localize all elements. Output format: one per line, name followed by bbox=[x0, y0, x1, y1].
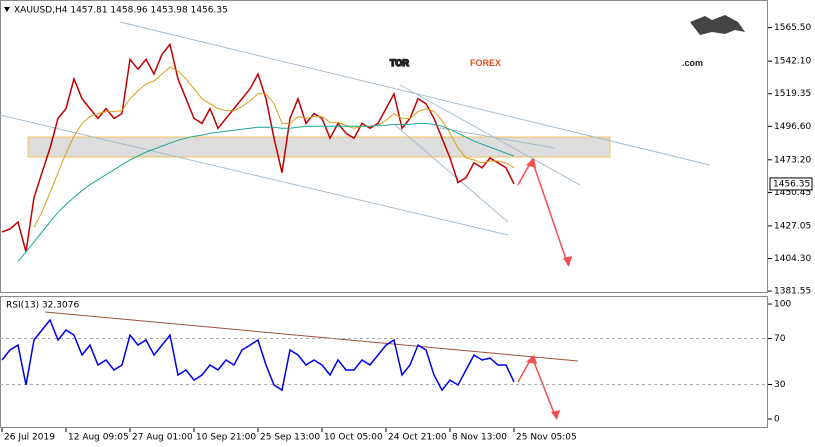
y-tick-label: 1381.55 bbox=[774, 287, 811, 297]
y-tick-label: 30 bbox=[774, 380, 786, 390]
current-price-label: 1456.35 bbox=[773, 179, 810, 189]
rsi-title: RSI(13) 32.3076 bbox=[6, 301, 79, 311]
x-tick-label: 8 Nov 13:00 bbox=[452, 433, 507, 443]
y-tick-label: 1404.30 bbox=[774, 254, 811, 264]
x-tick-label: 10 Oct 05:00 bbox=[324, 433, 383, 443]
series-line bbox=[17, 122, 515, 262]
channel-line bbox=[0, 114, 509, 236]
x-tick-label: 27 Aug 01:00 bbox=[132, 433, 193, 443]
brand-com: .com bbox=[682, 58, 703, 68]
x-tick-label: 24 Oct 21:00 bbox=[388, 433, 447, 443]
series-line bbox=[1, 318, 515, 392]
chart-title: XAUUSD,H4 1457.81 1458.96 1453.98 1456.3… bbox=[14, 6, 228, 16]
channel-line bbox=[399, 84, 581, 186]
channel-line bbox=[394, 124, 509, 223]
y-tick-label: 0 bbox=[774, 415, 780, 425]
arrow-head bbox=[526, 355, 560, 420]
series-line bbox=[1, 42, 515, 252]
x-tick-label: 26 Jul 2019 bbox=[4, 433, 55, 443]
y-tick-label: 70 bbox=[774, 334, 786, 344]
y-tick-label: 1519.35 bbox=[774, 89, 811, 99]
watermark: TOR FOREX .com bbox=[389, 15, 745, 69]
brand-tor: TOR bbox=[390, 58, 409, 68]
title-icon bbox=[4, 7, 10, 12]
y-tick-label: 1496.60 bbox=[774, 122, 811, 132]
zone bbox=[27, 136, 611, 158]
y-tick-label: 100 bbox=[774, 300, 791, 310]
y-tick-label: 1473.20 bbox=[774, 155, 811, 165]
y-tick-label: 1565.50 bbox=[774, 23, 811, 33]
brand-icon bbox=[690, 15, 745, 35]
rsi-panel bbox=[0, 296, 768, 428]
y-tick-label: 1542.10 bbox=[774, 57, 811, 67]
x-tick-label: 25 Sep 13:00 bbox=[260, 433, 320, 443]
series-line bbox=[33, 66, 515, 228]
current-price-box bbox=[769, 177, 813, 191]
x-tick-label: 12 Aug 09:05 bbox=[68, 433, 129, 443]
x-tick-label: 25 Nov 05:05 bbox=[516, 433, 577, 443]
rsi-trend-line bbox=[44, 311, 579, 362]
y-tick-label: 1450.45 bbox=[774, 188, 811, 198]
brand-forex: FOREX bbox=[470, 58, 501, 68]
channel-line bbox=[439, 127, 556, 149]
y-tick-label: 1427.05 bbox=[774, 221, 811, 231]
x-tick-label: 10 Sep 21:00 bbox=[196, 433, 256, 443]
